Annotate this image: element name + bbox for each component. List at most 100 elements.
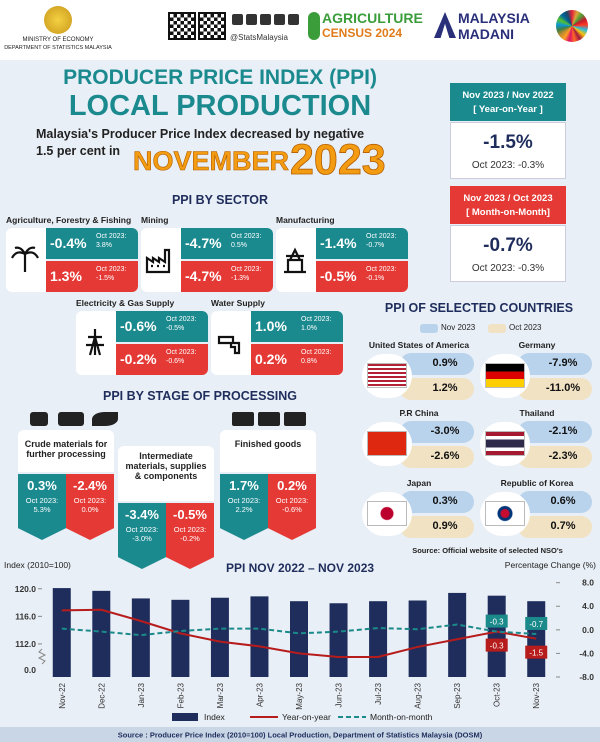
x-tick-label: Sep-23 (453, 682, 462, 708)
legend-label: Year-on-year (282, 712, 331, 722)
headline-period: Nov 2023 / Nov 2022 (462, 90, 554, 101)
stage-icon (92, 412, 118, 426)
sector-yoy-value: -0.4% (50, 235, 87, 251)
legend-swatch (420, 324, 438, 333)
flag (367, 363, 407, 388)
y-tick-label: 120.0 (15, 584, 37, 594)
footer: Source : Producer Price Index (2010=100)… (118, 731, 483, 740)
sector-yoy-value: -4.7% (185, 235, 222, 251)
sector-icon-box (141, 228, 181, 292)
department: DEPARTMENT OF STATISTICS MALAYSIA (4, 45, 112, 51)
country-name: P.R China (399, 408, 439, 418)
country-oct-value: 1.2% (432, 382, 458, 394)
stage-icon (258, 412, 280, 426)
value-label-box (485, 614, 508, 628)
legend-label: Month-on-month (370, 712, 433, 722)
sector-yoy-box: -0.4% Oct 2023: 3.8% (46, 228, 138, 259)
x-tick-label: Feb-23 (176, 682, 185, 708)
icon-shape (11, 246, 39, 272)
country-oct-value: 0.9% (432, 520, 458, 532)
sector-title: PPI BY SECTOR (171, 193, 269, 207)
sector-mom-value: 1.3% (50, 268, 82, 284)
bar (329, 603, 348, 677)
sector-yoy-box: -0.6% Oct 2023: -0.5% (116, 311, 208, 342)
icon (145, 248, 171, 274)
y-tick-label: 112.0 (15, 639, 36, 649)
x-tick-label: Nov-23 (532, 682, 541, 708)
y2-axis-title: Percentage Change (%) (505, 560, 596, 570)
stage-mom-previous: Oct 2023: -0.6% (275, 496, 309, 514)
social-icon (288, 14, 299, 25)
sector-icon-box (76, 311, 116, 375)
country-nov-pill (400, 491, 474, 513)
value-label-box (525, 645, 548, 659)
value-label-box (485, 638, 508, 652)
headline-value: -0.7% (483, 235, 533, 256)
sector-yoy-previous: Oct 2023: 1.0% (301, 316, 332, 332)
value-label: -0.3 (490, 642, 504, 651)
title-month: NOVEMBER (133, 146, 290, 177)
title-line1: PRODUCER PRICE INDEX (PPI) (63, 66, 377, 89)
bar (171, 599, 190, 677)
social-icon (274, 14, 285, 25)
bar (290, 601, 308, 677)
bar (131, 598, 150, 677)
country-oct-pill (400, 378, 474, 400)
stage-yoy-previous: Oct 2023: 2.2% (227, 496, 261, 514)
census-leaf (308, 12, 320, 40)
country-name: Germany (518, 340, 556, 350)
sector-mom-previous: Oct 2023: -0.1% (366, 266, 397, 282)
y-break-label: 0.0 (24, 665, 36, 675)
sector-mom-box: 0.2% Oct 2023: 0.8% (251, 344, 343, 375)
stage-mom-previous: Oct 2023: -0.2% (173, 525, 207, 543)
sector-mom-value: 0.2% (255, 351, 287, 367)
census-line1: AGRICULTURE (322, 10, 423, 26)
sector-mom-previous: Oct 2023: -0.6% (166, 349, 197, 365)
stage-yoy-value: 1.7% (229, 478, 259, 493)
country-nov-pill (518, 491, 592, 513)
legend-label: Nov 2023 (441, 323, 476, 332)
icon (86, 329, 104, 356)
country-oct-value: -2.3% (548, 450, 578, 462)
social-icon (246, 14, 257, 25)
country-name: United States of America (368, 340, 470, 350)
header-band (0, 0, 600, 60)
headline-body: -0.7% Oct 2023: -0.3% (450, 225, 566, 282)
sector-mom-previous: Oct 2023: 0.8% (301, 349, 332, 365)
madani-line1: MALAYSIA (458, 10, 530, 26)
sector-yoy-previous: Oct 2023: 0.5% (231, 233, 262, 249)
title-line2: LOCAL PRODUCTION (68, 90, 372, 122)
headline-period: Nov 2023 / Oct 2023 (463, 193, 553, 204)
sector-mom-previous: Oct 2023: -1.5% (96, 266, 127, 282)
headline-basis: [ Month-on-Month] (466, 207, 550, 218)
summary-line1: Malaysia's Producer Price Index decrease… (36, 127, 365, 141)
sector-icon-box (6, 228, 46, 292)
country-oct-pill (400, 446, 474, 468)
icon (284, 247, 306, 274)
qr-code (168, 12, 196, 40)
x-tick-label: Apr-23 (255, 682, 264, 707)
sector-yoy-box: -4.7% Oct 2023: 0.5% (181, 228, 273, 259)
crest (44, 6, 72, 34)
stage-icon (58, 412, 84, 426)
sector-yoy-value: -1.4% (320, 235, 357, 251)
x-tick-label: Aug-23 (414, 682, 423, 708)
headline-value: -1.5% (483, 132, 533, 153)
sector-mom-box: 1.3% Oct 2023: -1.5% (46, 261, 138, 292)
stage-icon (30, 412, 48, 426)
social-icon (260, 14, 271, 25)
x-tick-label: Jul-23 (374, 682, 383, 704)
y2-tick-label: -8.0 (579, 672, 594, 682)
country-nov-value: -3.0% (430, 425, 460, 437)
icon-shape (284, 247, 306, 274)
x-tick-label: Jun-23 (335, 682, 344, 707)
stage-name: Finished goods (220, 430, 316, 472)
country-nov-value: 0.6% (550, 495, 576, 507)
country-oct-value: 0.7% (550, 520, 576, 532)
ministry: MINISTRY OF ECONOMY (22, 37, 94, 43)
sector-icon-box (211, 311, 251, 375)
flag (367, 431, 407, 456)
bar (369, 601, 388, 677)
country-oct-pill (518, 516, 592, 538)
